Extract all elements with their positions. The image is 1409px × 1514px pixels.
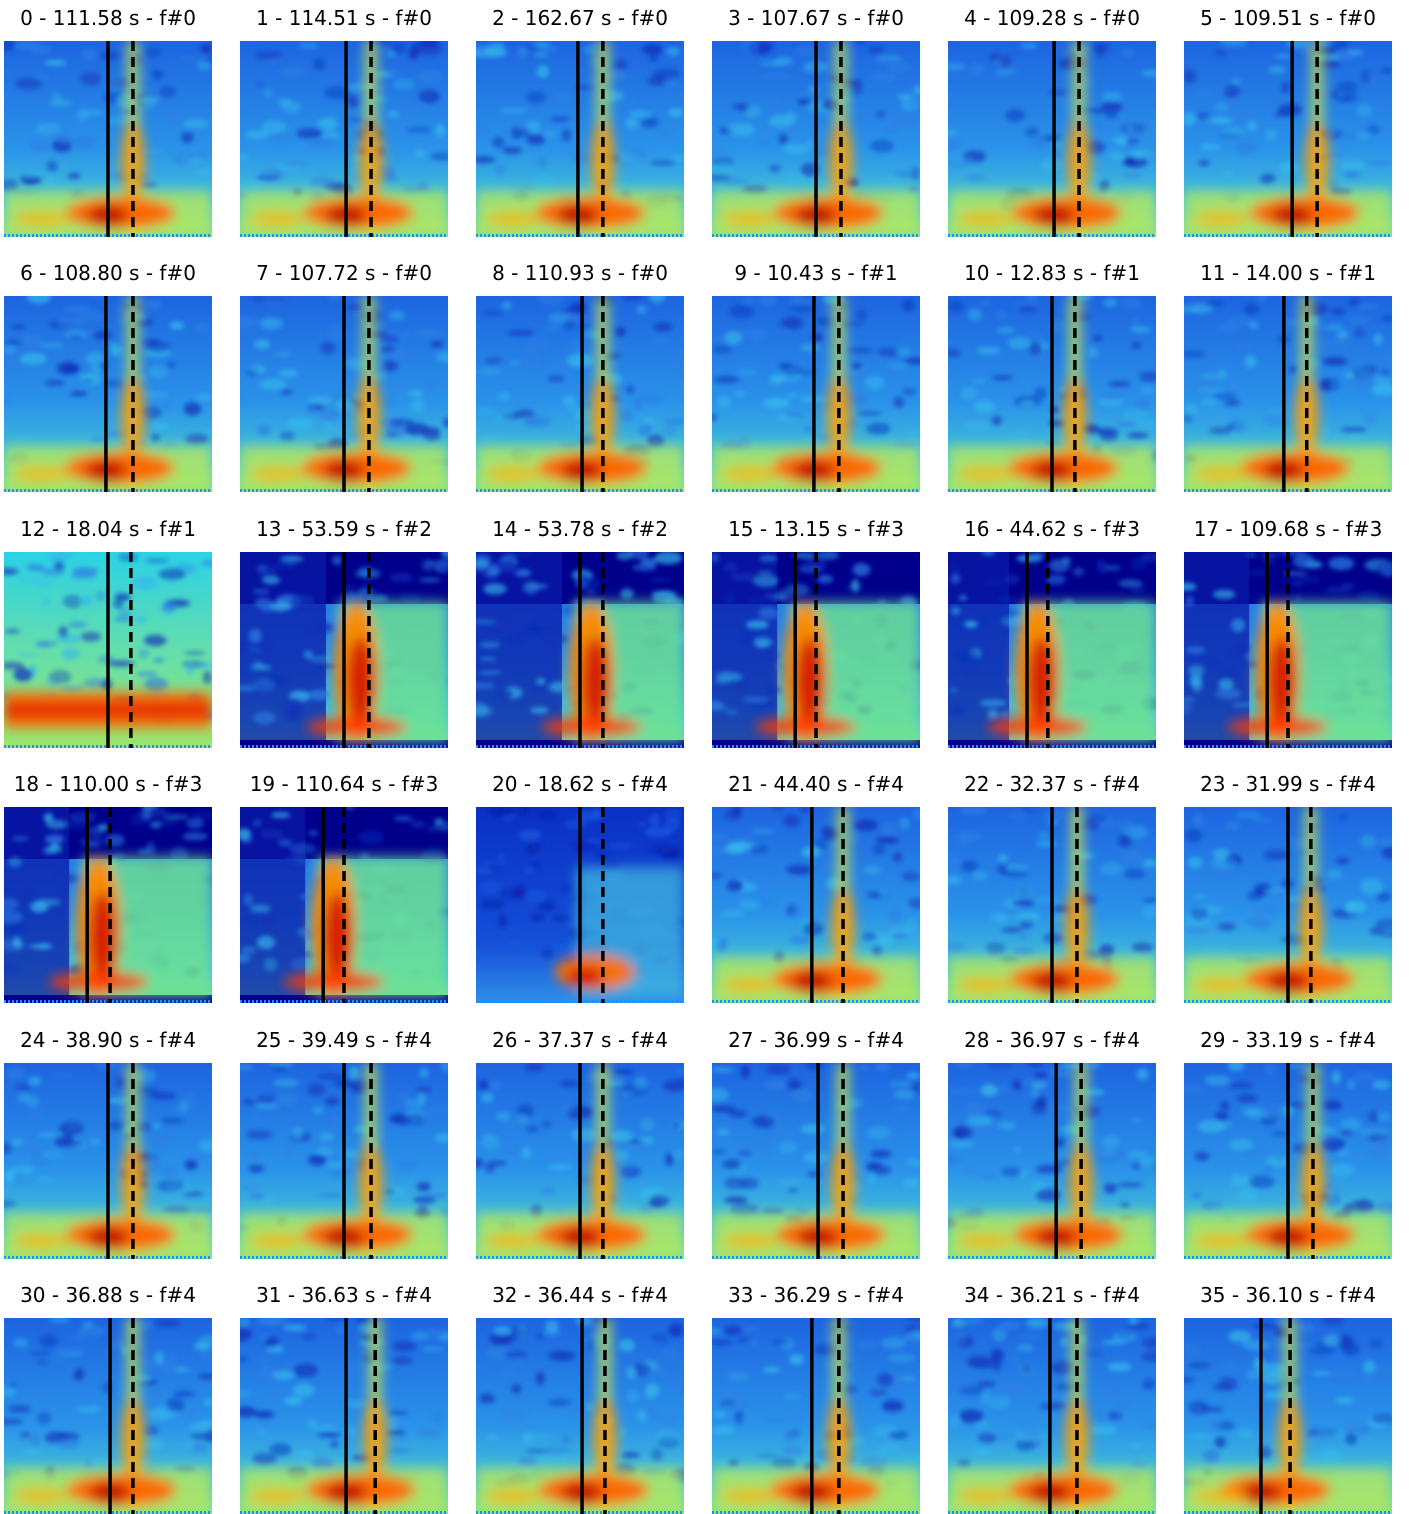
spectrogram-image — [712, 296, 920, 492]
spectrogram-image — [476, 41, 684, 237]
spectrogram-image — [712, 41, 920, 237]
panel-title: 35 - 36.10 s - f#4 — [1200, 1283, 1376, 1307]
panel-title: 27 - 36.99 s - f#4 — [728, 1028, 904, 1052]
panel-title: 26 - 37.37 s - f#4 — [492, 1028, 668, 1052]
panel-title: 20 - 18.62 s - f#4 — [492, 772, 668, 796]
panel-title: 19 - 110.64 s - f#3 — [249, 772, 439, 796]
spectrogram-image — [240, 552, 448, 748]
spectrogram-image — [476, 296, 684, 492]
spectrogram-image — [712, 807, 920, 1003]
panel-title: 14 - 53.78 s - f#2 — [492, 517, 668, 541]
spectrogram-image — [1184, 807, 1392, 1003]
panel-title: 10 - 12.83 s - f#1 — [964, 261, 1140, 285]
spectrogram-image — [476, 1063, 684, 1259]
spectrogram-image — [4, 807, 212, 1003]
panel-title: 28 - 36.97 s - f#4 — [964, 1028, 1140, 1052]
panel-title: 5 - 109.51 s - f#0 — [1200, 6, 1376, 30]
spectrogram-image — [476, 1318, 684, 1514]
panel-title: 13 - 53.59 s - f#2 — [256, 517, 432, 541]
panel-title: 24 - 38.90 s - f#4 — [20, 1028, 196, 1052]
panel-title: 16 - 44.62 s - f#3 — [964, 517, 1140, 541]
panel-title: 11 - 14.00 s - f#1 — [1200, 261, 1376, 285]
spectrogram-image — [1184, 41, 1392, 237]
panel-title: 17 - 109.68 s - f#3 — [1193, 517, 1383, 541]
spectrogram-image — [240, 296, 448, 492]
spectrogram-image — [476, 552, 684, 748]
panel-title: 34 - 36.21 s - f#4 — [964, 1283, 1140, 1307]
spectrogram-image — [1184, 296, 1392, 492]
panel-title: 9 - 10.43 s - f#1 — [734, 261, 898, 285]
panel-title: 29 - 33.19 s - f#4 — [1200, 1028, 1376, 1052]
spectrogram-image — [1184, 552, 1392, 748]
spectrogram-image — [240, 41, 448, 237]
spectrogram-image — [948, 1063, 1156, 1259]
panel-title: 15 - 13.15 s - f#3 — [728, 517, 904, 541]
spectrogram-image — [1184, 1063, 1392, 1259]
spectrogram-image — [1184, 1318, 1392, 1514]
spectrogram-image — [948, 296, 1156, 492]
spectrogram-image — [4, 1318, 212, 1514]
spectrogram-image — [240, 1063, 448, 1259]
spectrogram-image — [476, 807, 684, 1003]
spectrogram-image — [240, 1318, 448, 1514]
panel-title: 33 - 36.29 s - f#4 — [728, 1283, 904, 1307]
panel-title: 21 - 44.40 s - f#4 — [728, 772, 904, 796]
panel-title: 3 - 107.67 s - f#0 — [728, 6, 904, 30]
spectrogram-image — [4, 552, 212, 748]
panel-title: 22 - 32.37 s - f#4 — [964, 772, 1140, 796]
panel-title: 6 - 108.80 s - f#0 — [20, 261, 196, 285]
panel-title: 7 - 107.72 s - f#0 — [256, 261, 432, 285]
panel-title: 18 - 110.00 s - f#3 — [13, 772, 203, 796]
panel-title: 31 - 36.63 s - f#4 — [256, 1283, 432, 1307]
panel-title: 25 - 39.49 s - f#4 — [256, 1028, 432, 1052]
spectrogram-image — [4, 1063, 212, 1259]
spectrogram-image — [948, 552, 1156, 748]
spectrogram-image — [4, 41, 212, 237]
spectrogram-image — [712, 552, 920, 748]
panel-title: 32 - 36.44 s - f#4 — [492, 1283, 668, 1307]
panel-title: 12 - 18.04 s - f#1 — [20, 517, 196, 541]
spectrogram-image — [948, 41, 1156, 237]
panel-title: 0 - 111.58 s - f#0 — [20, 6, 196, 30]
spectrogram-image — [712, 1063, 920, 1259]
panel-title: 8 - 110.93 s - f#0 — [492, 261, 668, 285]
spectrogram-image — [948, 807, 1156, 1003]
panel-title: 4 - 109.28 s - f#0 — [964, 6, 1140, 30]
spectrogram-image — [4, 296, 212, 492]
spectrogram-image — [240, 807, 448, 1003]
panel-title: 23 - 31.99 s - f#4 — [1200, 772, 1376, 796]
panel-title: 2 - 162.67 s - f#0 — [492, 6, 668, 30]
panel-title: 1 - 114.51 s - f#0 — [256, 6, 432, 30]
spectrogram-image — [712, 1318, 920, 1514]
panel-title: 30 - 36.88 s - f#4 — [20, 1283, 196, 1307]
spectrogram-image — [948, 1318, 1156, 1514]
